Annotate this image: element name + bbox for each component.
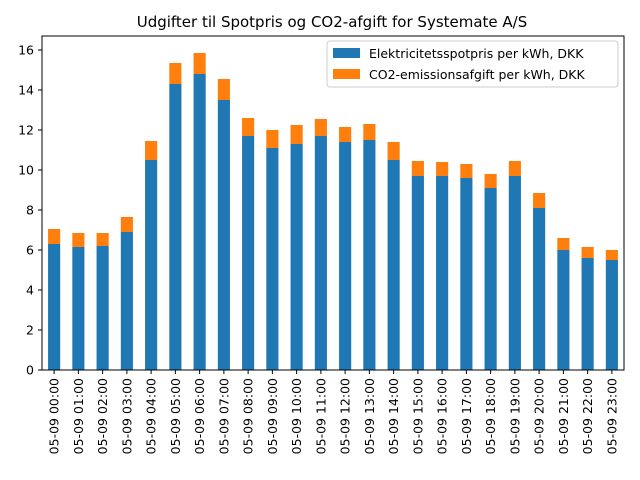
legend-swatch-0 [333, 48, 360, 58]
bar-segment-s0-19 [508, 176, 521, 370]
y-tick-label-5: 10 [18, 163, 34, 178]
bar-segment-s0-4 [145, 160, 158, 370]
bar-segment-s0-18 [484, 188, 497, 370]
y-axis: 0 2 4 6 8 10 12 14 16 [18, 43, 42, 378]
bar-segment-s0-14 [387, 160, 400, 370]
bar-segment-s0-11 [314, 136, 327, 370]
bar-segment-s0-13 [363, 140, 376, 370]
bar-segment-s1-15 [411, 161, 424, 176]
x-tick-label-23: 05-09 23:00 [604, 378, 619, 454]
bar-segment-s1-13 [363, 124, 376, 140]
x-tick-label-17: 05-09 17:00 [459, 378, 474, 454]
bar-segment-s1-12 [339, 127, 352, 142]
x-tick-label-20: 05-09 20:00 [532, 378, 547, 454]
x-tick-label-21: 05-09 21:00 [556, 378, 571, 454]
x-tick-label-5: 05-09 05:00 [168, 378, 183, 454]
x-tick-label-19: 05-09 19:00 [507, 378, 522, 454]
chart-title: Udgifter til Spotpris og CO2-afgift for … [137, 13, 528, 31]
bar-segment-s1-19 [508, 161, 521, 176]
x-tick-label-0: 05-09 00:00 [47, 378, 62, 454]
y-tick-label-6: 12 [18, 123, 34, 138]
bar-segment-s0-1 [72, 247, 85, 370]
x-tick-label-12: 05-09 12:00 [338, 378, 353, 454]
legend-box [326, 40, 619, 88]
bar-segment-s1-21 [557, 238, 570, 250]
bar-segment-s1-0 [48, 229, 61, 244]
bar-segment-s0-22 [581, 258, 594, 370]
y-tick-label-7: 14 [18, 83, 34, 98]
x-tick-label-14: 05-09 14:00 [386, 378, 401, 454]
x-tick-label-22: 05-09 22:00 [580, 378, 595, 454]
bar-segment-s0-9 [266, 148, 279, 370]
x-tick-label-11: 05-09 11:00 [313, 378, 328, 454]
bar-segment-s1-11 [314, 119, 327, 136]
bar-segment-s1-23 [605, 250, 618, 260]
bar-segment-s1-2 [96, 233, 109, 246]
bar-segment-s0-8 [242, 136, 255, 370]
bar-segment-s1-7 [217, 79, 230, 100]
x-tick-label-9: 05-09 09:00 [265, 378, 280, 454]
bar-segment-s1-6 [193, 53, 206, 74]
x-tick-label-13: 05-09 13:00 [362, 378, 377, 454]
bar-segment-s1-8 [242, 118, 255, 136]
bar-segment-s1-22 [581, 247, 594, 258]
x-tick-label-18: 05-09 18:00 [483, 378, 498, 454]
bar-segment-s1-20 [533, 193, 546, 208]
legend-swatch-1 [333, 69, 360, 79]
x-tick-label-2: 05-09 02:00 [95, 378, 110, 454]
bar-segment-s1-5 [169, 63, 182, 84]
x-tick-label-6: 05-09 06:00 [192, 378, 207, 454]
plot-area-frame [41, 35, 625, 371]
x-tick-label-16: 05-09 16:00 [435, 378, 450, 454]
bar-segment-s0-20 [533, 208, 546, 370]
x-tick-label-7: 05-09 07:00 [216, 378, 231, 454]
bar-segment-s0-5 [169, 84, 182, 370]
bar-segment-s0-21 [557, 250, 570, 370]
y-tick-label-8: 16 [18, 43, 34, 58]
legend-label-0: Elektricitetsspotpris per kWh, DKK [369, 46, 584, 61]
legend-label-1: CO2-emissionsafgift per kWh, DKK [369, 67, 586, 82]
y-tick-label-0: 0 [26, 363, 34, 378]
bar-segment-s1-4 [145, 141, 158, 160]
bar-segment-s1-18 [484, 174, 497, 188]
bar-segment-s1-1 [72, 233, 85, 247]
bar-segment-s0-17 [460, 178, 473, 370]
bar-segment-s0-12 [339, 142, 352, 370]
bar-segment-s1-14 [387, 142, 400, 160]
x-tick-label-1: 05-09 01:00 [71, 378, 86, 454]
bar-segment-s1-10 [290, 125, 303, 144]
bar-segment-s1-9 [266, 130, 279, 148]
bar-segment-s1-16 [436, 162, 449, 176]
bar-segment-s0-0 [48, 244, 61, 370]
legend: Elektricitetsspotpris per kWh, DKK CO2-em… [326, 40, 619, 88]
bar-segment-s0-15 [411, 176, 424, 370]
x-tick-label-4: 05-09 04:00 [144, 378, 159, 454]
bar-segment-s0-16 [436, 176, 449, 370]
x-tick-label-8: 05-09 08:00 [241, 378, 256, 454]
bars-group [48, 53, 618, 370]
y-tick-label-1: 2 [26, 323, 34, 338]
x-axis: 05-09 00:00 05-09 01:00 05-09 02:00 05-09 0… [47, 370, 619, 454]
y-tick-label-4: 8 [26, 203, 34, 218]
y-tick-label-3: 6 [26, 243, 34, 258]
bar-segment-s1-3 [120, 217, 133, 232]
bar-segment-s0-10 [290, 144, 303, 370]
bar-segment-s0-3 [120, 232, 133, 370]
x-tick-label-15: 05-09 15:00 [410, 378, 425, 454]
bar-segment-s1-17 [460, 164, 473, 178]
x-tick-label-3: 05-09 03:00 [119, 378, 134, 454]
bar-segment-s0-23 [605, 260, 618, 370]
bar-segment-s0-2 [96, 246, 109, 370]
bar-segment-s0-6 [193, 74, 206, 370]
x-tick-label-10: 05-09 10:00 [289, 378, 304, 454]
bar-segment-s0-7 [217, 100, 230, 370]
y-tick-label-2: 4 [26, 283, 34, 298]
